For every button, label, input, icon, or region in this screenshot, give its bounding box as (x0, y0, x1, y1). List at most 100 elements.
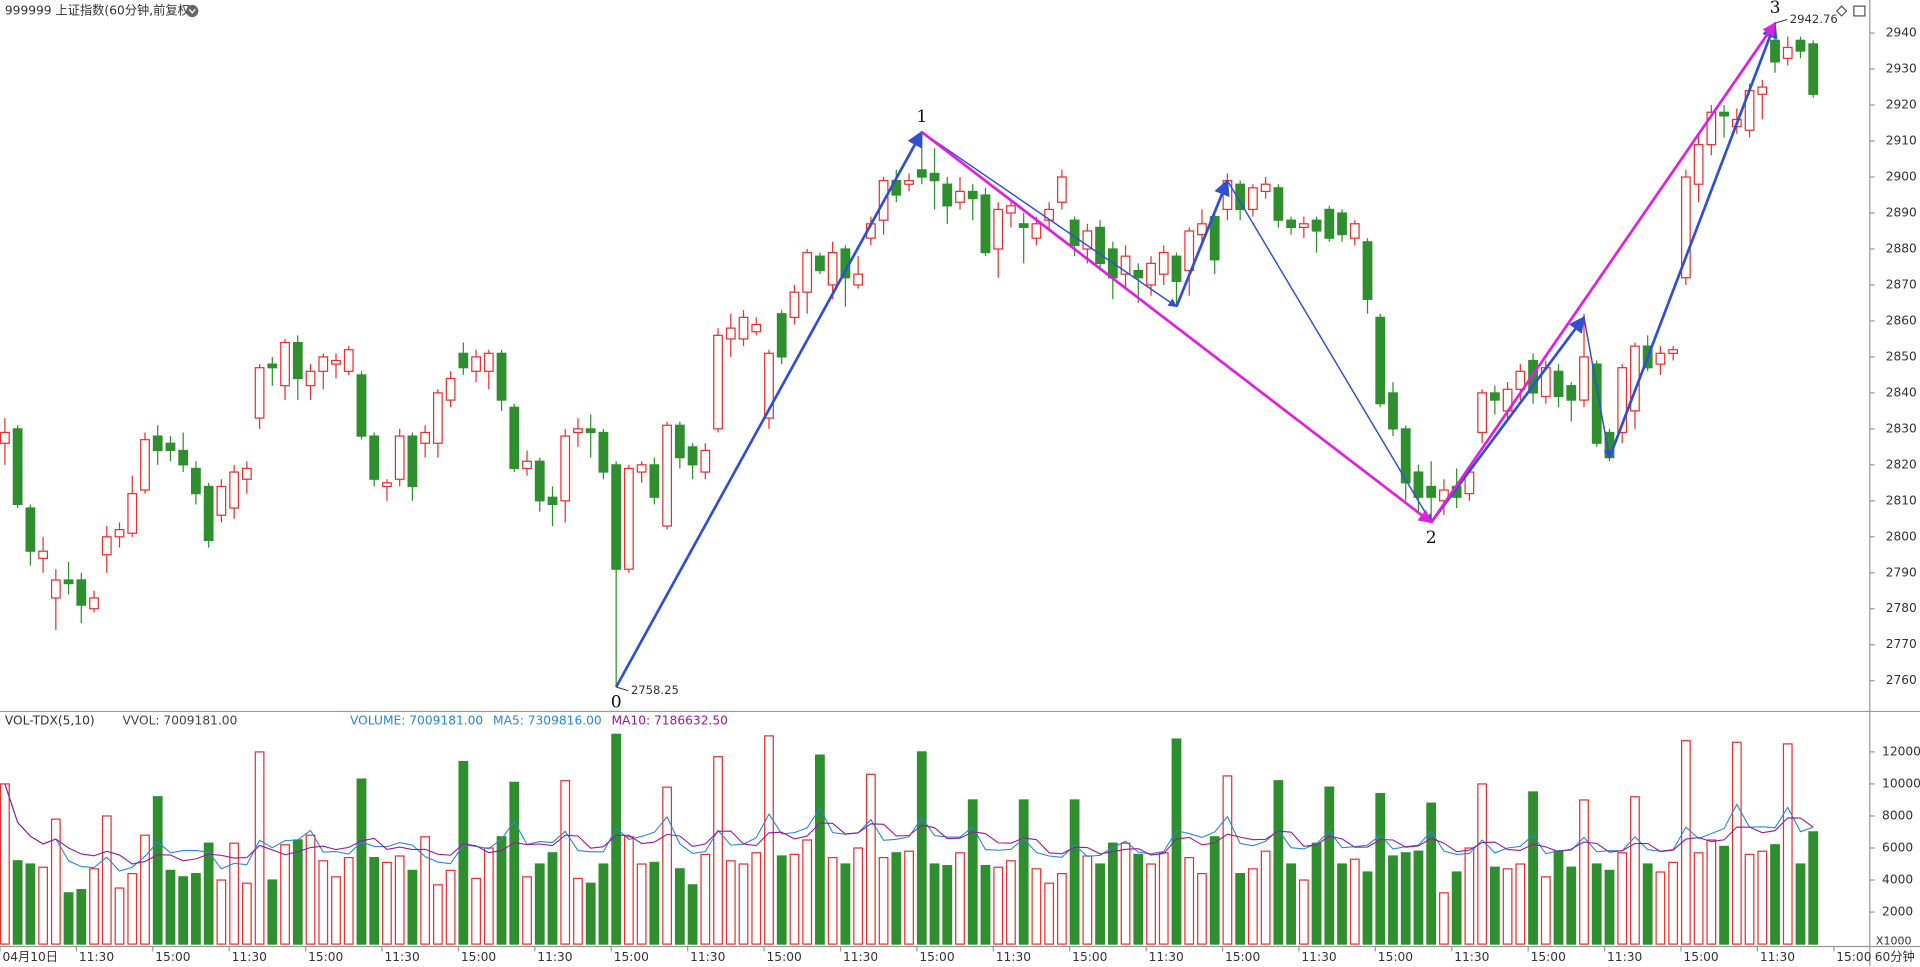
volume-bar (63, 892, 74, 945)
candle-body (1693, 144, 1704, 185)
tool-icon[interactable] (1835, 5, 1848, 17)
candle-body (1311, 219, 1322, 232)
candle-body (229, 471, 240, 509)
candle-body (662, 424, 672, 527)
candle-body (1120, 255, 1131, 275)
volume-bar (25, 863, 36, 945)
volume-bar (662, 786, 672, 945)
volume-bar (1655, 871, 1666, 945)
y-tick-label: 2760 (1886, 673, 1917, 687)
candle-body (356, 374, 367, 437)
tool-icon[interactable] (1853, 5, 1866, 17)
volume-title: VOL-TDX(5,10) (5, 714, 95, 728)
candle-body (522, 460, 532, 470)
candle-body (751, 323, 762, 333)
volume-bar (1375, 792, 1386, 945)
x-tick-label: 15:00 (155, 950, 190, 964)
volume-bar (1515, 863, 1526, 945)
extreme-pointer (616, 686, 629, 692)
candle-body (1719, 111, 1729, 117)
candle-body (1197, 223, 1207, 236)
y-tick-label: 2770 (1886, 637, 1917, 651)
volume-bar (471, 877, 481, 945)
y-tick-label: 2820 (1886, 457, 1917, 471)
wave-segment (1430, 22, 1777, 524)
x-tick-label: 11:30 (996, 950, 1031, 964)
volume-bar (1388, 855, 1398, 945)
volume-bar (394, 855, 405, 945)
candle-body (1209, 215, 1220, 261)
candle-body (1095, 226, 1105, 264)
volume-bar (1095, 863, 1105, 945)
volume-bar (1579, 799, 1589, 945)
candle-body (980, 194, 991, 254)
volume-bar (1617, 852, 1628, 945)
volume-bar (802, 839, 813, 945)
candle-body (598, 431, 609, 473)
x-tick-label: 15:00 (1836, 950, 1871, 964)
x-tick-label: 11:30 (1149, 950, 1184, 964)
candle-body (407, 435, 418, 488)
candle-body (241, 467, 252, 480)
x-tick-label: 15:00 (919, 950, 954, 964)
candle-body (1680, 176, 1691, 279)
candle-body (764, 352, 774, 419)
volume-bar (0, 783, 10, 945)
candle-body (471, 356, 481, 372)
candle-body (318, 356, 329, 372)
candle-body (140, 439, 150, 491)
y-tick-label: 2810 (1886, 493, 1917, 507)
volume-bar (1044, 882, 1055, 945)
candle-body (624, 467, 634, 570)
candle-body (1795, 39, 1806, 52)
title-menu[interactable] (186, 4, 199, 18)
volume-bar (50, 818, 61, 945)
candle-body (114, 528, 125, 538)
candle-body (1286, 219, 1297, 229)
volume-bar (496, 836, 507, 945)
volume-bar (1324, 786, 1335, 945)
x-tick-label: 11:30 (79, 950, 114, 964)
candle-body (216, 485, 227, 516)
x-tick-label: 11:30 (232, 950, 267, 964)
y-tick-label: 2930 (1886, 62, 1917, 76)
candle-body (1375, 316, 1386, 405)
candle-body (254, 367, 265, 419)
volume-bar (1273, 780, 1284, 945)
candle-body (547, 496, 558, 506)
candle-body (904, 180, 914, 185)
candle-body (127, 493, 138, 534)
volume-bar (1311, 842, 1322, 945)
candle-body (1248, 187, 1258, 211)
volume-bar (1604, 869, 1615, 945)
candle-body (1044, 208, 1055, 221)
candle-body (942, 183, 953, 207)
candle-body (1617, 367, 1628, 434)
x-tick-label: 15:00 (461, 950, 496, 964)
volume-bar (1337, 863, 1347, 945)
wave-label: 0 (611, 692, 622, 712)
volume-bar (382, 861, 392, 945)
volume-bar (573, 877, 583, 945)
volume-bar (1540, 876, 1551, 945)
x-tick-label: 15:00 (308, 950, 343, 964)
volume-bar (343, 856, 354, 945)
volume-bar (751, 852, 762, 945)
candle-body (101, 536, 112, 556)
wave-label: 3 (1770, 0, 1781, 18)
volume-bar (891, 852, 902, 945)
candle-body (1388, 392, 1398, 430)
y-tick-label: 2780 (1886, 601, 1917, 615)
candle-body (1770, 39, 1780, 63)
volume-bar (1413, 850, 1424, 945)
candle-body (1579, 356, 1589, 401)
x-tick-label: 11:30 (690, 950, 725, 964)
volume-bar (458, 760, 469, 945)
volume-bar (114, 887, 125, 945)
candle-body (1324, 208, 1335, 239)
wave-segment (920, 130, 1433, 524)
volume-bar (853, 847, 864, 945)
volume-bar (624, 836, 634, 945)
candle-body (1031, 223, 1042, 239)
